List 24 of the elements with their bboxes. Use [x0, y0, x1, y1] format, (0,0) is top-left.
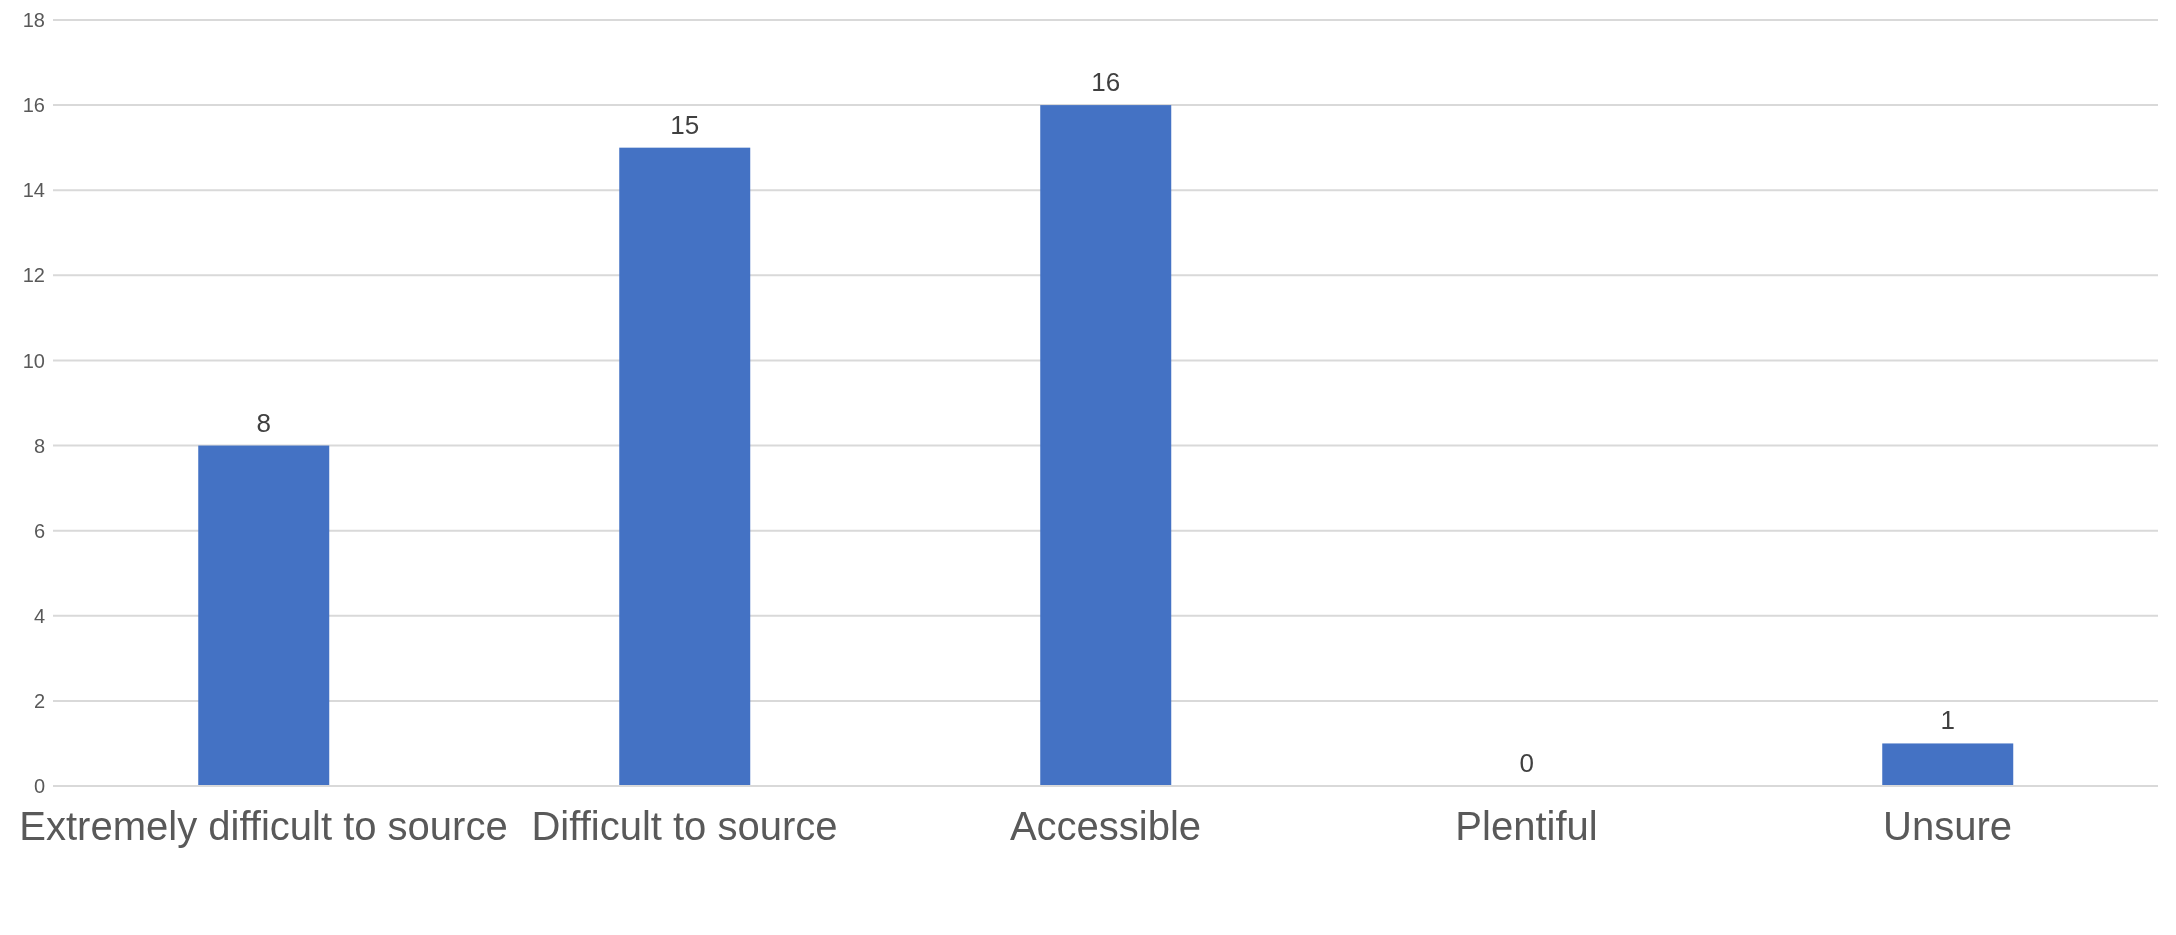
data-label: 0 — [1519, 748, 1534, 778]
bar — [1040, 105, 1172, 786]
data-label: 1 — [1940, 705, 1955, 736]
x-tick-label: Extremely difficult to source — [19, 804, 508, 849]
y-tick-label: 12 — [22, 264, 45, 287]
y-tick-label: 6 — [33, 519, 45, 542]
bar — [198, 445, 330, 786]
bar — [619, 147, 751, 786]
bar — [1882, 743, 2014, 786]
y-tick-label: 8 — [33, 434, 45, 457]
x-tick-label: Difficult to source — [531, 804, 838, 849]
y-tick-label: 2 — [33, 689, 45, 712]
y-tick-label: 18 — [22, 9, 45, 32]
y-tick-label: 14 — [22, 179, 45, 202]
data-label: 8 — [256, 407, 271, 438]
y-tick-label: 4 — [33, 604, 45, 627]
x-tick-label: Plentiful — [1455, 804, 1598, 849]
y-tick-label: 16 — [22, 94, 45, 117]
x-tick-label: Accessible — [1009, 804, 1202, 849]
data-label: 15 — [670, 109, 700, 140]
data-label: 16 — [1091, 67, 1121, 98]
x-tick-label: Unsure — [1883, 804, 2012, 849]
y-tick-label: 0 — [33, 775, 45, 798]
y-tick-label: 10 — [22, 349, 45, 372]
